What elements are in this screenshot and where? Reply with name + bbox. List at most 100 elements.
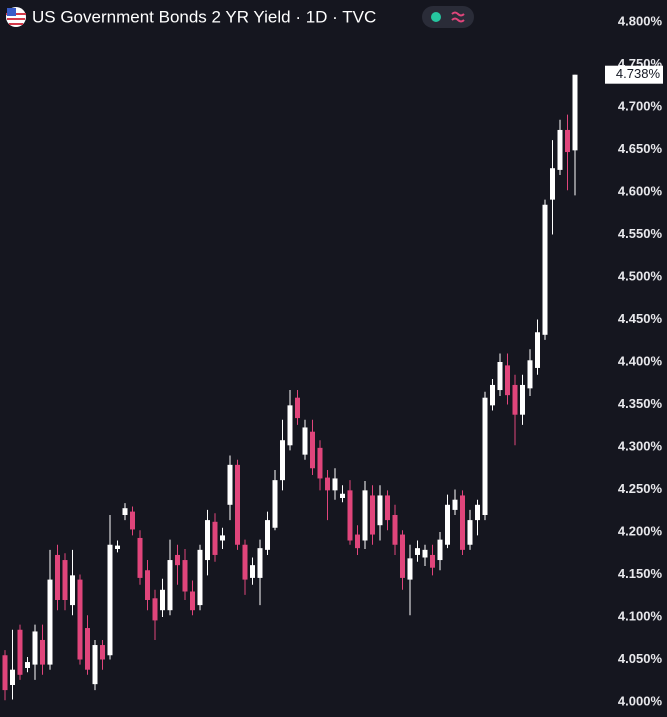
y-tick-label: 4.000% xyxy=(618,693,663,708)
candle-body xyxy=(482,397,488,515)
candle-body xyxy=(505,365,510,396)
y-tick-label: 4.650% xyxy=(618,141,663,156)
candle-body xyxy=(422,549,428,558)
candle-body xyxy=(197,549,203,606)
candle-body xyxy=(2,655,8,691)
candle-body xyxy=(310,431,315,469)
last-price-box xyxy=(605,65,663,84)
flag-canton xyxy=(7,8,16,16)
candle-body xyxy=(407,558,413,580)
candle-body xyxy=(190,591,195,611)
candle-body xyxy=(107,544,113,656)
candle-body xyxy=(452,499,458,510)
candle-body xyxy=(235,464,240,545)
y-tick-label: 4.050% xyxy=(618,651,663,666)
candle-body xyxy=(47,579,53,665)
y-tick-label: 4.200% xyxy=(618,523,663,538)
candle-body xyxy=(70,575,75,606)
candle-body xyxy=(137,537,143,578)
candle-body xyxy=(265,520,270,550)
candle-body xyxy=(287,405,293,446)
wave-icon xyxy=(451,11,465,23)
candle-body xyxy=(145,570,150,600)
candle-body xyxy=(325,477,330,491)
candle-body xyxy=(467,520,473,545)
candle-body xyxy=(527,360,533,389)
candle-body xyxy=(572,74,578,151)
candle-body xyxy=(415,548,420,555)
y-tick-label: 4.450% xyxy=(618,311,663,326)
candle-body xyxy=(317,447,323,479)
candle-body xyxy=(272,480,278,528)
candle-body xyxy=(437,539,443,561)
candle-body xyxy=(17,629,23,675)
candle-body xyxy=(212,521,218,555)
chart-title: US Government Bonds 2 YR Yield · 1D · TV… xyxy=(32,7,376,26)
candle-body xyxy=(347,490,353,541)
candle-body xyxy=(392,515,398,545)
candle-body xyxy=(175,554,180,566)
candle-body xyxy=(55,554,60,600)
last-price-label: 4.738% xyxy=(616,66,661,81)
candle-body xyxy=(565,129,570,153)
candle-body xyxy=(205,520,210,561)
candle-body xyxy=(370,495,375,535)
candle-body xyxy=(152,598,158,621)
candle-body xyxy=(160,589,165,611)
candle-body xyxy=(25,662,30,668)
candle-body xyxy=(475,504,480,521)
candle-body xyxy=(535,332,540,368)
y-tick-label: 4.400% xyxy=(618,353,663,368)
candle-body xyxy=(32,631,38,665)
candle-body xyxy=(557,129,563,170)
candle-body xyxy=(302,427,308,455)
candle-body xyxy=(10,669,15,685)
candle-body xyxy=(220,535,225,541)
y-tick-label: 4.550% xyxy=(618,226,663,241)
candle-body xyxy=(62,560,68,600)
y-tick-label: 4.500% xyxy=(618,268,663,283)
candle-body xyxy=(130,511,135,530)
candle-body xyxy=(542,204,548,335)
y-tick-label: 4.800% xyxy=(618,13,663,28)
status-dot xyxy=(431,12,441,22)
candle-body xyxy=(92,645,98,685)
candle-body xyxy=(250,565,255,578)
candle-body xyxy=(295,397,300,419)
y-tick-label: 4.700% xyxy=(618,98,663,113)
candle-body xyxy=(257,548,263,578)
candle-body xyxy=(100,645,105,660)
candle-body xyxy=(182,560,188,592)
y-tick-label: 4.150% xyxy=(618,566,663,581)
candle-body xyxy=(122,508,128,515)
candle-body xyxy=(490,384,495,406)
status-pill[interactable] xyxy=(422,6,474,28)
candle-body xyxy=(242,544,248,580)
y-tick-label: 4.350% xyxy=(618,396,663,411)
candle-body xyxy=(340,493,345,498)
candle-body xyxy=(40,639,45,665)
candle-body xyxy=(385,495,390,521)
candle-body xyxy=(445,504,450,545)
candle-body xyxy=(355,534,360,549)
candle-body xyxy=(512,384,518,415)
candle-body xyxy=(362,490,368,541)
candle-body xyxy=(167,560,173,611)
y-tick-label: 4.600% xyxy=(618,183,663,198)
candle-body xyxy=(280,440,285,481)
candle-body xyxy=(85,628,90,670)
candle-body xyxy=(497,362,503,391)
candle-body xyxy=(227,464,233,505)
candle-body xyxy=(115,545,120,549)
candle-body xyxy=(520,384,525,415)
candle-body xyxy=(400,534,405,578)
y-tick-label: 4.300% xyxy=(618,438,663,453)
candle-body xyxy=(377,495,383,526)
y-tick-label: 4.100% xyxy=(618,608,663,623)
candle-body xyxy=(460,495,465,550)
candle-body xyxy=(550,168,555,200)
candle-body xyxy=(332,478,338,491)
